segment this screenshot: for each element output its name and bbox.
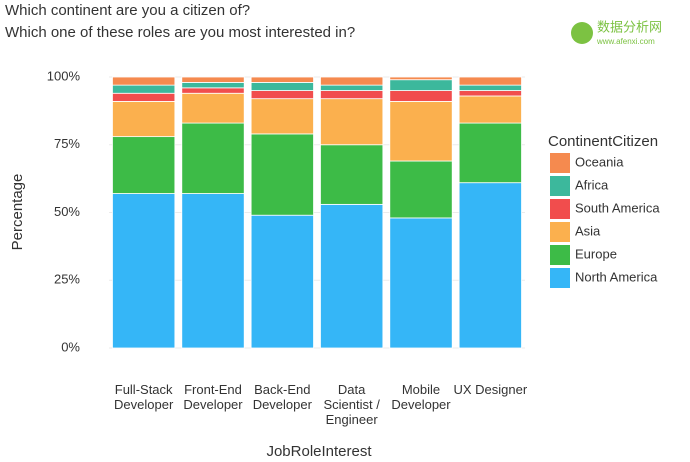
bar-segment bbox=[458, 95, 522, 124]
bar-segment bbox=[458, 76, 522, 86]
x-tick-label: UX Designer bbox=[453, 382, 528, 397]
watermark-icon bbox=[571, 22, 593, 44]
bar-segment bbox=[458, 122, 522, 184]
bar-segment bbox=[112, 193, 176, 349]
bar-segment bbox=[389, 90, 453, 102]
bar-segment bbox=[250, 98, 314, 135]
bar-segment bbox=[112, 92, 176, 102]
x-tick-label: Mobile Developer bbox=[391, 382, 451, 412]
bar-segment bbox=[112, 100, 176, 138]
chart-subtitle: Which one of these roles are you most in… bbox=[5, 24, 355, 41]
bar-segment bbox=[320, 90, 384, 100]
bar-segment bbox=[458, 90, 522, 97]
bar-segment bbox=[112, 76, 176, 86]
bar-segment bbox=[250, 90, 314, 100]
legend-label: Africa bbox=[575, 177, 609, 192]
legend-title: ContinentCitizen bbox=[548, 133, 658, 150]
x-tick-label: Back-End Developer bbox=[252, 382, 312, 412]
bar-segment bbox=[181, 193, 245, 349]
legend-swatch bbox=[550, 153, 570, 173]
bar-segment bbox=[250, 133, 314, 216]
legend-swatch bbox=[550, 176, 570, 196]
legend-swatch bbox=[550, 245, 570, 265]
bar-segment bbox=[320, 84, 384, 91]
bar-segment bbox=[320, 76, 384, 86]
bar-segment bbox=[181, 82, 245, 89]
bar-segment bbox=[250, 82, 314, 91]
y-tick-label: 25% bbox=[54, 272, 80, 287]
bar-segment bbox=[320, 144, 384, 205]
bar-segment bbox=[181, 87, 245, 94]
x-tick-label: Full-Stack Developer bbox=[114, 382, 174, 412]
bar-segment bbox=[320, 98, 384, 146]
x-axis-label: JobRoleInterest bbox=[266, 443, 372, 460]
bar-segment bbox=[389, 79, 453, 91]
y-tick-label: 0% bbox=[61, 339, 80, 354]
bar-segment bbox=[389, 76, 453, 81]
bar-segment bbox=[250, 76, 314, 83]
watermark-text: 数据分析网 bbox=[597, 19, 662, 34]
bar-segment bbox=[112, 136, 176, 194]
y-tick-label: 75% bbox=[54, 136, 80, 151]
bar-segment bbox=[458, 84, 522, 91]
legend-swatch bbox=[550, 199, 570, 219]
legend-swatch bbox=[550, 268, 570, 288]
legend-label: South America bbox=[575, 200, 660, 215]
legend-label: Europe bbox=[575, 246, 617, 261]
y-tick-label: 50% bbox=[54, 204, 80, 219]
bar-segment bbox=[389, 100, 453, 162]
x-tick-label: Front-End Developer bbox=[183, 382, 243, 412]
legend-swatch bbox=[550, 222, 570, 242]
bar-segment bbox=[320, 203, 384, 349]
bar-segment bbox=[181, 76, 245, 83]
bar-segment bbox=[250, 214, 314, 349]
legend-label: Asia bbox=[575, 223, 601, 238]
chart-title: Which continent are you a citizen of? bbox=[5, 2, 250, 19]
x-tick-label: Data Scientist / Engineer bbox=[323, 382, 380, 427]
watermark-url: www.afenxi.com bbox=[596, 37, 655, 46]
bar-segment bbox=[181, 122, 245, 194]
y-tick-label: 100% bbox=[47, 68, 81, 83]
bar-segment bbox=[112, 84, 176, 94]
legend-label: Oceania bbox=[575, 154, 624, 169]
bar-segment bbox=[181, 92, 245, 124]
bar-segment bbox=[458, 182, 522, 349]
bar-segment bbox=[389, 217, 453, 349]
legend-label: North America bbox=[575, 269, 658, 284]
y-axis-label: Percentage bbox=[9, 174, 26, 251]
bar-segment bbox=[389, 160, 453, 219]
